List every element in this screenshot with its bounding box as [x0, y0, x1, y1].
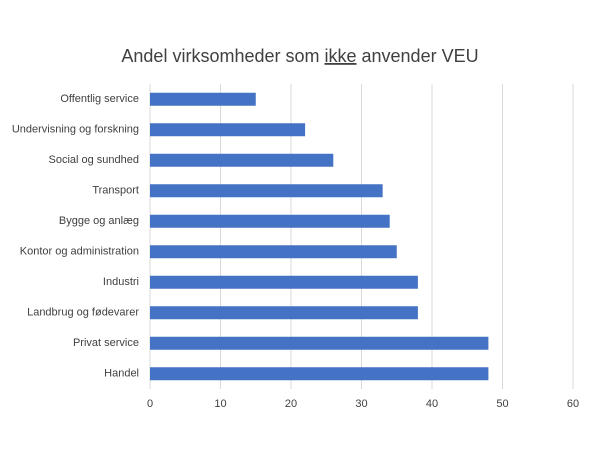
bar: [150, 214, 390, 228]
y-tick-label: Bygge og anlæg: [59, 215, 139, 227]
bar: [150, 245, 397, 259]
bar: [150, 367, 489, 381]
y-tick-label: Social og sundhed: [48, 154, 139, 166]
x-tick-label: 40: [426, 398, 438, 410]
x-tick-label: 20: [285, 398, 297, 410]
bar: [150, 123, 306, 137]
x-tick-label: 60: [567, 398, 579, 410]
y-tick-label: Landbrug og fødevarer: [27, 307, 139, 319]
x-tick-label: 10: [214, 398, 226, 410]
bar: [150, 306, 418, 320]
bar: [150, 153, 334, 167]
bar: [150, 92, 256, 106]
y-tick-label: Industri: [103, 276, 139, 288]
x-tick-label: 0: [147, 398, 153, 410]
bar: [150, 184, 383, 198]
y-tick-label: Privat service: [73, 337, 139, 349]
bar: [150, 275, 418, 289]
x-tick-label: 50: [496, 398, 508, 410]
x-tick-label: 30: [355, 398, 367, 410]
title-underlined: ikke: [325, 46, 357, 66]
y-tick-label: Kontor og administration: [20, 246, 139, 258]
chart-title: Andel virksomheder som ikke anvender VEU: [121, 46, 478, 66]
y-tick-label: Transport: [92, 185, 139, 197]
y-tick-label: Handel: [104, 368, 139, 380]
title-part: anvender VEU: [357, 46, 479, 66]
title-part: Andel virksomheder som: [121, 46, 324, 66]
y-tick-label: Offentlig service: [60, 93, 139, 105]
bar: [150, 336, 489, 350]
y-tick-label: Undervisning og forskning: [12, 124, 139, 136]
